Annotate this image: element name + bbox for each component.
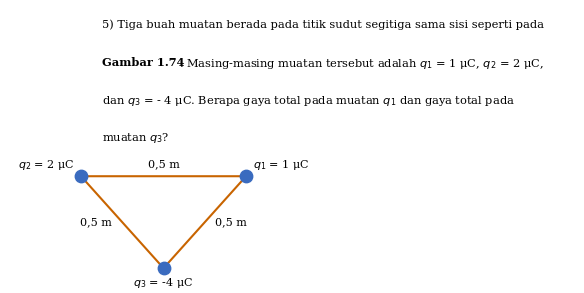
Text: 0,5 m: 0,5 m	[215, 217, 246, 227]
Point	[159, 266, 168, 270]
Text: 0,5 m: 0,5 m	[148, 159, 179, 169]
Text: 0,5 m: 0,5 m	[81, 217, 112, 227]
Text: muatan $q_3$?: muatan $q_3$?	[102, 131, 169, 145]
Point	[241, 174, 251, 178]
Text: $q_3$ = -4 μC: $q_3$ = -4 μC	[133, 276, 194, 289]
Text: $q_2$ = 2 μC: $q_2$ = 2 μC	[18, 158, 74, 172]
Text: . Masing-masing muatan tersebut adalah $q_1$ = 1 μC, $q_2$ = 2 μC,: . Masing-masing muatan tersebut adalah $…	[179, 57, 544, 71]
Point	[77, 174, 86, 178]
Text: $q_1$ = 1 μC: $q_1$ = 1 μC	[253, 158, 309, 172]
Text: Gambar 1.74: Gambar 1.74	[102, 57, 185, 68]
Text: 5) Tiga buah muatan berada pada titik sudut segitiga sama sisi seperti pada: 5) Tiga buah muatan berada pada titik su…	[102, 20, 544, 30]
Text: dan $q_3$ = - 4 μC. Berapa gaya total pada muatan $q_1$ dan gaya total pada: dan $q_3$ = - 4 μC. Berapa gaya total pa…	[102, 94, 515, 108]
